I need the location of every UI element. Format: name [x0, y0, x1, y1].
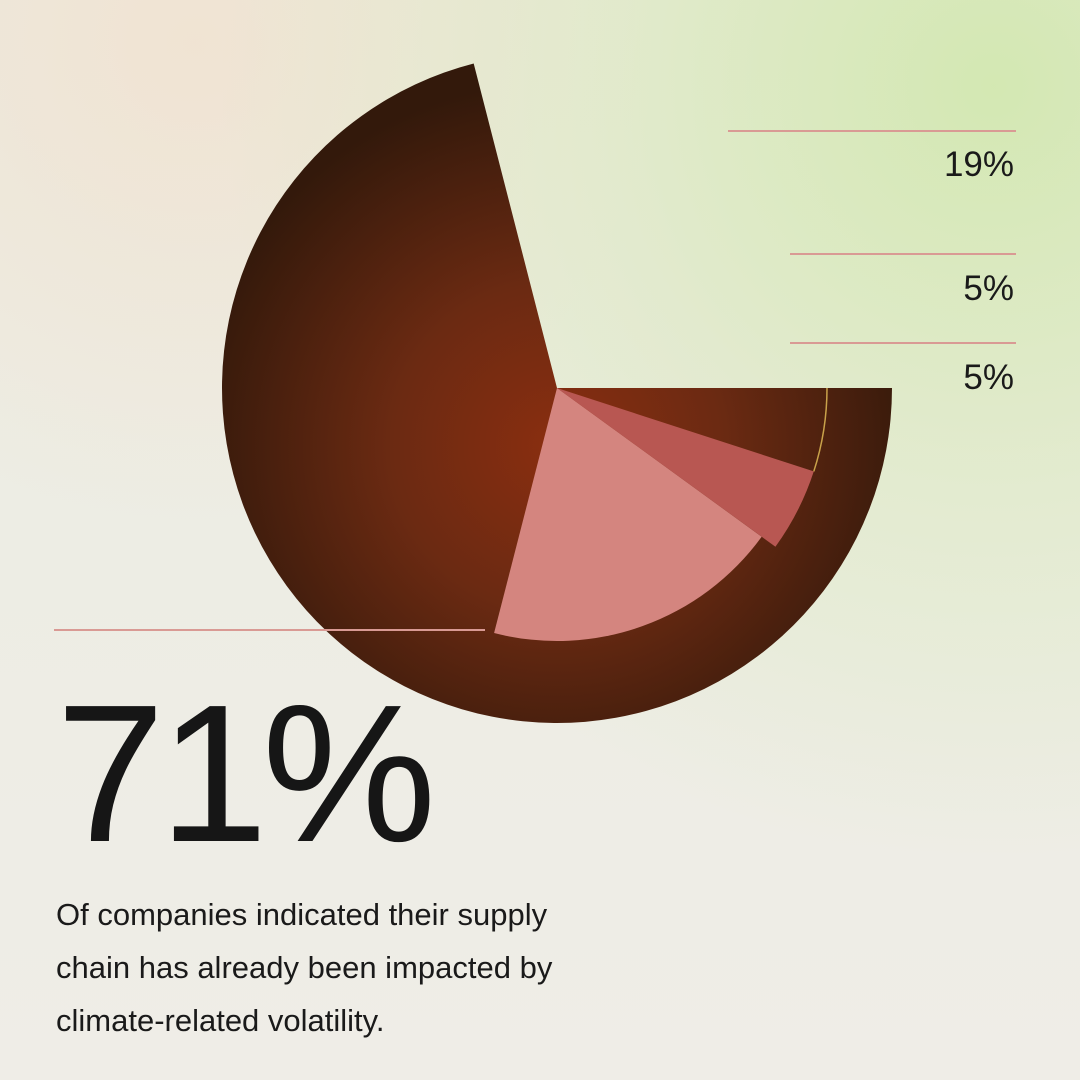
- headline-value: 71%: [56, 664, 436, 883]
- slice-19-percent: [494, 388, 762, 641]
- leader-lines: [54, 130, 1016, 631]
- label-5-percent-b: 5%: [963, 358, 1014, 397]
- pie-slices: [222, 63, 893, 723]
- label-19-percent: 19%: [944, 145, 1014, 184]
- slice-5-percent-b-outline: [813, 387, 828, 472]
- slice-labels: 19% 5% 5%: [944, 145, 1014, 397]
- headline-caption: Of companies indicated their supply chai…: [56, 897, 553, 1038]
- label-5-percent-a: 5%: [963, 269, 1014, 308]
- slice-5-percent-a: [557, 388, 814, 547]
